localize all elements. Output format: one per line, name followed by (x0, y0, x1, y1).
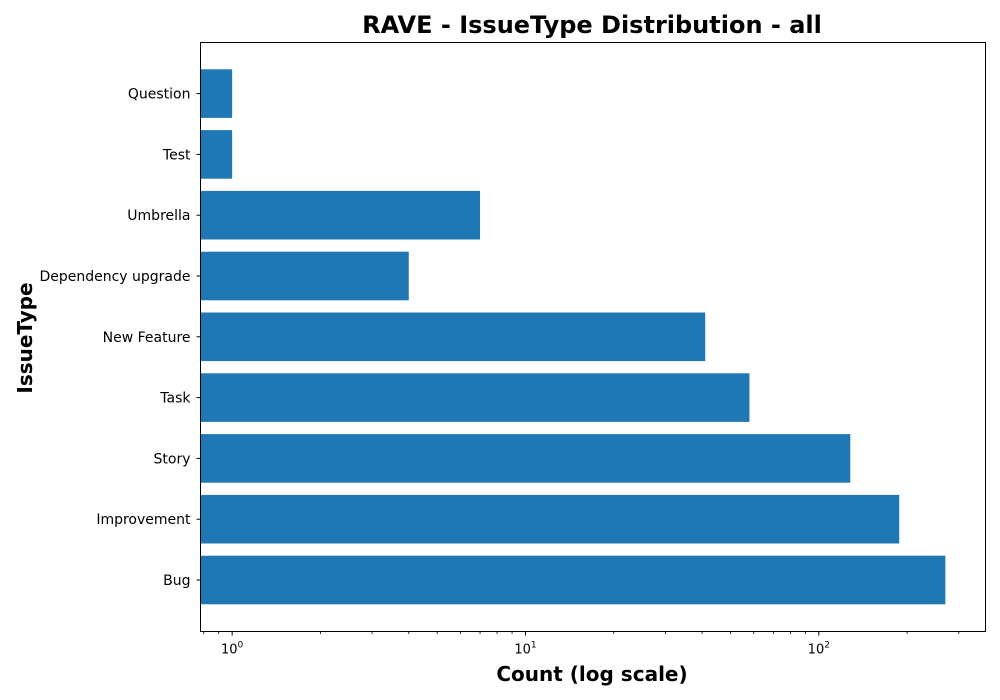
y-tick-label-question: Question (128, 87, 191, 103)
chart-title: RAVE - IssueType Distribution - all (362, 11, 822, 39)
bar-question (200, 69, 233, 118)
y-tick-label-story: Story (154, 451, 191, 467)
y-ticks-group: Bug Improvement Story Task New Feature Depend… (39, 87, 201, 589)
bar-new-feature (200, 312, 706, 362)
bar-story (200, 434, 851, 483)
y-tick-label-umbrella: Umbrella (127, 208, 190, 224)
y-tick-label-improvement: Improvement (96, 512, 191, 528)
bar-dependency-upgrade (200, 251, 409, 301)
x-axis-label: Count (log scale) (496, 662, 687, 686)
y-tick-label-new-feature: New Feature (103, 330, 191, 346)
x-tick-exponent: 2 (824, 641, 830, 651)
x-tick-exponent: 1 (531, 641, 537, 651)
bar-improvement (200, 494, 900, 544)
y-tick-label-dependency-upgrade: Dependency upgrade (39, 269, 190, 285)
bar-task (200, 373, 750, 422)
bar-umbrella (200, 190, 481, 240)
y-axis-label: IssueType (13, 282, 37, 393)
plot-frame (200, 42, 986, 632)
x-tick-exponent: 0 (238, 641, 244, 651)
y-tick-label-task: Task (159, 391, 191, 407)
y-tick-label-bug: Bug (163, 573, 190, 589)
y-tick-label-test: Test (162, 147, 191, 163)
bars-group (200, 69, 946, 605)
bar-test (200, 130, 233, 179)
bar-bug (200, 555, 946, 605)
